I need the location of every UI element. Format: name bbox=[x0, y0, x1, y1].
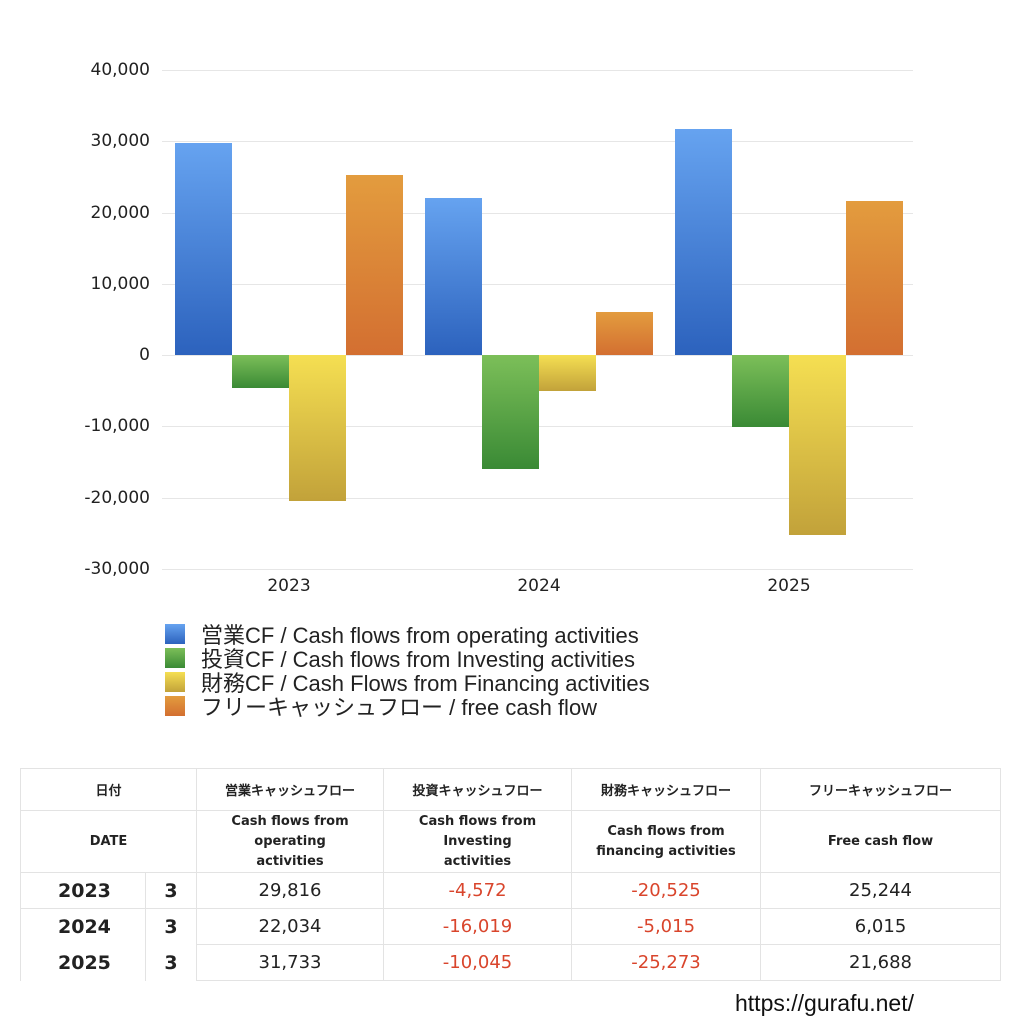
bar-2025-series-3 bbox=[846, 200, 903, 356]
x-tick-label: 2023 bbox=[267, 576, 311, 596]
cell-financing: -20,525 bbox=[571, 872, 762, 909]
cash-flow-table: 日付 営業キャッシュフロー 投資キャッシュフロー 財務キャッシュフロー フリーキ… bbox=[19, 768, 1002, 981]
cell-financing: -25,273 bbox=[571, 944, 762, 981]
cell-month: 3 bbox=[144, 872, 198, 909]
cell-year: 2023 bbox=[20, 872, 146, 909]
legend-item-investing: 投資CF / Cash flows from Investing activit… bbox=[165, 646, 650, 672]
header-financing-en-text: Cash flows from financing activities bbox=[596, 823, 736, 859]
cell-operating: 31,733 bbox=[196, 944, 385, 981]
gridline bbox=[162, 212, 913, 214]
cell-free: 6,015 bbox=[760, 908, 1002, 945]
gridline bbox=[162, 497, 913, 499]
y-tick-label: 40,000 bbox=[90, 60, 150, 80]
legend-label: フリーキャッシュフロー / free cash flow bbox=[201, 695, 598, 720]
table-header-jp: 日付 営業キャッシュフロー 投資キャッシュフロー 財務キャッシュフロー フリーキ… bbox=[19, 768, 1002, 811]
bar-2023-series-2 bbox=[289, 355, 346, 502]
header-free-en: Free cash flow bbox=[760, 810, 1002, 873]
chart-legend: 営業CF / Cash flows from operating activit… bbox=[165, 622, 650, 720]
legend-item-operating: 営業CF / Cash flows from operating activit… bbox=[165, 622, 650, 648]
cell-year: 2025 bbox=[20, 944, 146, 981]
y-tick-label: 20,000 bbox=[90, 202, 150, 223]
cell-free: 25,244 bbox=[760, 872, 1002, 909]
table-row: 2025 3 31,733 -10,045 -25,273 21,688 bbox=[20, 944, 1002, 981]
table-row: 2023 3 29,816 -4,572 -20,525 25,244 bbox=[20, 872, 1002, 909]
bar-2024-series-0 bbox=[425, 198, 482, 356]
gridline bbox=[162, 141, 913, 143]
x-tick-label: 2024 bbox=[517, 576, 561, 596]
legend-label: 投資CF / Cash flows from Investing activit… bbox=[201, 647, 636, 672]
legend-swatch-blue bbox=[165, 624, 185, 644]
bar-2025-series-1 bbox=[732, 355, 789, 427]
cell-investing: -4,572 bbox=[383, 872, 573, 909]
cell-operating: 29,816 bbox=[196, 872, 385, 909]
header-financing-en: Cash flows from financing activities bbox=[571, 810, 762, 873]
legend-item-financing: 財務CF / Cash Flows from Financing activit… bbox=[165, 670, 650, 696]
y-tick-label: 0 bbox=[139, 345, 150, 366]
legend-label: 財務CF / Cash Flows from Financing activit… bbox=[201, 671, 650, 696]
bar-2023-series-0 bbox=[175, 142, 232, 356]
x-tick-label: 2025 bbox=[767, 576, 811, 596]
bar-2023-series-1 bbox=[232, 355, 289, 388]
bar-2025-series-2 bbox=[789, 355, 846, 536]
bar-2024-series-2 bbox=[539, 355, 596, 391]
y-tick-label: -10,000 bbox=[84, 416, 150, 437]
table-row: 2024 3 22,034 -16,019 -5,015 6,015 bbox=[20, 908, 1002, 945]
legend-swatch-yellow bbox=[165, 672, 185, 692]
bar-2023-series-3 bbox=[346, 175, 403, 356]
cell-month: 3 bbox=[144, 908, 198, 945]
header-date-en: DATE bbox=[19, 810, 198, 873]
header-financing-jp: 財務キャッシュフロー bbox=[571, 768, 762, 811]
y-tick-label: 30,000 bbox=[90, 131, 150, 152]
bar-2025-series-0 bbox=[675, 128, 732, 356]
header-operating-en: Cash flows from operating activities bbox=[196, 810, 385, 873]
header-operating-jp: 営業キャッシュフロー bbox=[196, 768, 385, 811]
header-free-jp: フリーキャッシュフロー bbox=[760, 768, 1002, 811]
y-tick-label: 10,000 bbox=[90, 273, 150, 294]
cell-investing: -10,045 bbox=[383, 944, 573, 981]
legend-swatch-green bbox=[165, 648, 185, 668]
legend-swatch-orange bbox=[165, 696, 185, 716]
bar-2024-series-1 bbox=[482, 355, 539, 470]
source-url[interactable]: https://gurafu.net/ bbox=[735, 990, 915, 1016]
gridline bbox=[162, 283, 913, 285]
cell-month: 3 bbox=[144, 944, 198, 981]
header-investing-en-text: Cash flows from Investing activities bbox=[418, 813, 537, 869]
cell-free: 21,688 bbox=[760, 944, 1002, 981]
bar-2024-series-3 bbox=[596, 312, 653, 356]
header-operating-en-text: Cash flows from operating activities bbox=[231, 813, 349, 869]
cell-operating: 22,034 bbox=[196, 908, 385, 945]
gridline bbox=[162, 569, 913, 570]
header-investing-jp: 投資キャッシュフロー bbox=[383, 768, 573, 811]
header-date-jp: 日付 bbox=[19, 768, 198, 811]
cell-investing: -16,019 bbox=[383, 908, 573, 945]
table-header-en: DATE Cash flows from operating activitie… bbox=[19, 810, 1002, 873]
cell-financing: -5,015 bbox=[571, 908, 762, 945]
gridline bbox=[162, 70, 913, 71]
legend-item-free-cash-flow: フリーキャッシュフロー / free cash flow bbox=[165, 694, 650, 720]
y-tick-label: -30,000 bbox=[84, 559, 150, 579]
cell-year: 2024 bbox=[20, 908, 146, 945]
header-investing-en: Cash flows from Investing activities bbox=[383, 810, 573, 873]
legend-label: 営業CF / Cash flows from operating activit… bbox=[201, 623, 639, 648]
cash-flow-bar-chart: 40,000 30,000 20,000 10,000 0 -10,000 -20,000 -… bbox=[84, 60, 913, 596]
y-tick-label: -20,000 bbox=[84, 487, 150, 508]
